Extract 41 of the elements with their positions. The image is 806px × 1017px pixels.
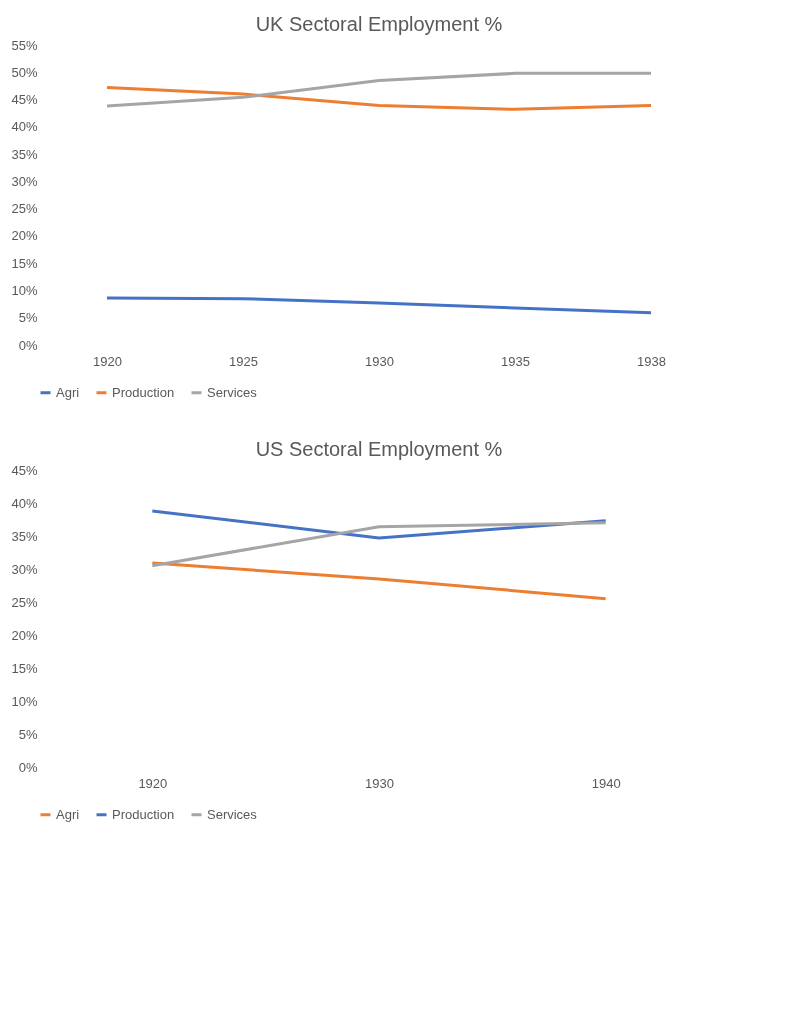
legend-label: Services bbox=[207, 806, 258, 822]
legend-label: Production bbox=[112, 384, 175, 400]
y-tick-label: 15% bbox=[11, 255, 38, 271]
y-tick-label: 0% bbox=[18, 337, 38, 353]
y-tick-label: 20% bbox=[11, 228, 38, 244]
y-tick-label: 0% bbox=[18, 759, 38, 775]
x-tick-label: 1930 bbox=[365, 353, 394, 369]
y-tick-label: 25% bbox=[11, 201, 38, 217]
x-tick-label: 1920 bbox=[138, 775, 168, 791]
legend-label: Agri bbox=[56, 384, 80, 400]
y-tick-label: 25% bbox=[11, 594, 38, 610]
y-tick-label: 35% bbox=[11, 528, 38, 544]
y-tick-label: 30% bbox=[11, 173, 38, 189]
y-tick-label: 45% bbox=[11, 92, 38, 108]
x-tick-label: 1938 bbox=[637, 353, 666, 369]
line-series bbox=[105, 71, 653, 108]
y-tick-label: 10% bbox=[11, 282, 38, 298]
y-tick-label: 20% bbox=[11, 627, 38, 643]
x-tick-label: 1935 bbox=[501, 353, 530, 369]
y-tick-label: 50% bbox=[11, 64, 38, 80]
y-tick-label: 30% bbox=[11, 561, 38, 577]
y-tick-label: 45% bbox=[11, 462, 38, 478]
line-series bbox=[105, 86, 653, 111]
y-tick-label: 15% bbox=[11, 660, 38, 676]
y-tick-label: 55% bbox=[11, 37, 38, 53]
x-tick-label: 1920 bbox=[93, 353, 122, 369]
y-tick-label: 40% bbox=[11, 119, 38, 135]
line-series bbox=[105, 296, 653, 315]
x-tick-label: 1930 bbox=[365, 775, 394, 791]
y-tick-label: 5% bbox=[18, 726, 38, 742]
y-tick-label: 10% bbox=[11, 693, 38, 709]
x-tick-label: 1925 bbox=[229, 353, 258, 369]
chart-title: US Sectoral Employment % bbox=[255, 438, 503, 460]
x-tick-label: 1940 bbox=[591, 775, 621, 791]
y-tick-label: 5% bbox=[18, 310, 38, 326]
chart-title: UK Sectoral Employment % bbox=[255, 13, 503, 35]
legend-label: Agri bbox=[56, 806, 80, 822]
y-tick-label: 40% bbox=[11, 495, 38, 511]
y-tick-label: 35% bbox=[11, 146, 38, 162]
legend-label: Production bbox=[112, 806, 175, 822]
legend-label: Services bbox=[207, 384, 258, 400]
